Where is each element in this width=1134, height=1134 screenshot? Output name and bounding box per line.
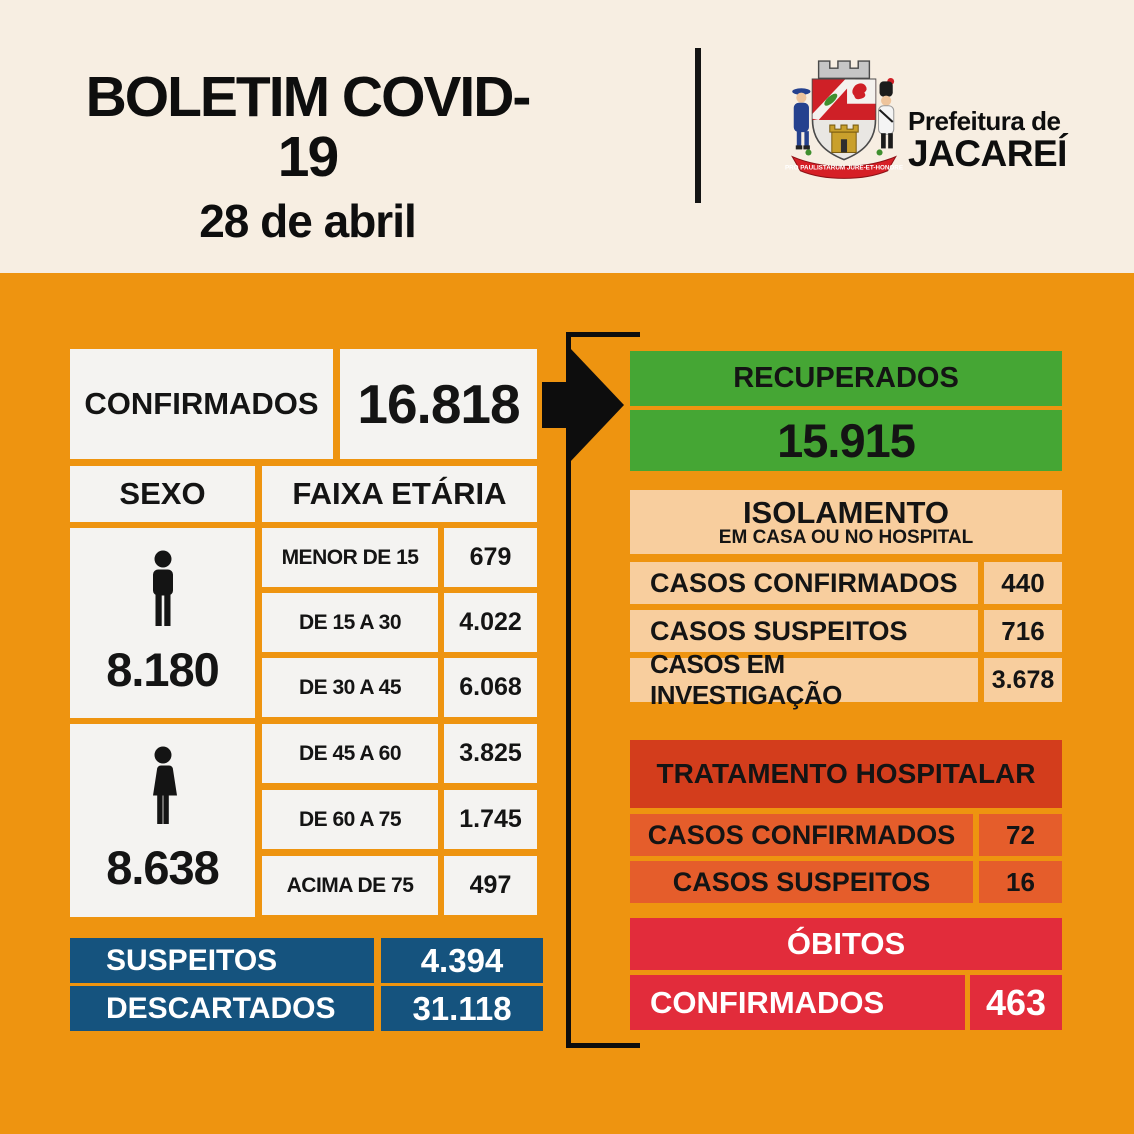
age-row-value: 679 bbox=[444, 528, 537, 587]
confirmed-value-box: 16.818 bbox=[340, 349, 537, 459]
age-row-value: 1.745 bbox=[444, 790, 537, 849]
sex-header-box: SEXO bbox=[70, 466, 255, 522]
flow-arrow-tail bbox=[542, 382, 574, 428]
age-row-label: DE 15 A 30 bbox=[262, 593, 438, 652]
discarded-value-box: 31.118 bbox=[381, 986, 543, 1031]
hospital-row-label: CASOS SUSPEITOS bbox=[630, 861, 973, 903]
recovered-value-box: 15.915 bbox=[630, 410, 1062, 471]
org-line1: Prefeitura de bbox=[908, 106, 1061, 136]
female-value: 8.638 bbox=[106, 841, 220, 894]
discarded-label-box: DESCARTADOS bbox=[70, 986, 374, 1031]
isolation-row-label: CASOS CONFIRMADOS bbox=[630, 562, 978, 604]
suspects-value-box: 4.394 bbox=[381, 938, 543, 983]
castle bbox=[829, 124, 859, 153]
right-supporter bbox=[878, 77, 895, 149]
age-row-label: DE 60 A 75 bbox=[262, 790, 438, 849]
isolation-subtitle: EM CASA OU NO HOSPITAL bbox=[718, 527, 974, 548]
suspects-label-box: SUSPEITOS bbox=[70, 938, 374, 983]
bracket-vertical-line bbox=[566, 332, 571, 1048]
isolation-row-value: 440 bbox=[984, 562, 1062, 604]
bulletin-title: BOLETIM COVID-19 bbox=[85, 65, 532, 189]
age-row-value: 6.068 bbox=[444, 658, 537, 717]
male-icon bbox=[152, 550, 173, 626]
isolation-row-value: 3.678 bbox=[984, 658, 1062, 702]
hospital-row-value: 72 bbox=[979, 814, 1062, 856]
confirmed-label-box: CONFIRMADOS bbox=[70, 349, 333, 459]
left-supporter bbox=[792, 88, 811, 150]
age-row-label: DE 45 A 60 bbox=[262, 724, 438, 783]
female-icon bbox=[152, 746, 177, 824]
age-row-label: MENOR DE 15 bbox=[262, 528, 438, 587]
org-name: Prefeitura de JACAREÍ bbox=[908, 106, 1067, 175]
bracket-top-cap bbox=[566, 332, 640, 337]
bulletin-date: 28 de abril bbox=[199, 194, 417, 247]
isolation-title: ISOLAMENTO bbox=[742, 495, 950, 530]
header: BOLETIM COVID-19 28 de abril bbox=[0, 0, 1134, 273]
bracket-bottom-cap bbox=[566, 1043, 640, 1048]
isolation-row-label: CASOS SUSPEITOS bbox=[630, 610, 978, 652]
male-total-box: 8.180 bbox=[70, 528, 255, 718]
title-block: BOLETIM COVID-19 28 de abril bbox=[70, 65, 545, 248]
male-value: 8.180 bbox=[106, 642, 220, 696]
hospital-row-label: CASOS CONFIRMADOS bbox=[630, 814, 973, 856]
deaths-row-value: 463 bbox=[970, 975, 1062, 1030]
header-divider bbox=[695, 48, 701, 203]
jacarei-coat-of-arms-icon: PRO PAULISTARUM JURE-ET-HONORE bbox=[785, 60, 903, 179]
age-row-label: ACIMA DE 75 bbox=[262, 856, 438, 915]
age-row-value: 3.825 bbox=[444, 724, 537, 783]
age-row-label: DE 30 A 45 bbox=[262, 658, 438, 717]
deaths-header-box: ÓBITOS bbox=[630, 918, 1062, 970]
female-total-box: 8.638 bbox=[70, 724, 255, 917]
deaths-row-label: CONFIRMADOS bbox=[630, 975, 965, 1030]
hospital-header-box: TRATAMENTO HOSPITALAR bbox=[630, 740, 1062, 808]
isolation-row-value: 716 bbox=[984, 610, 1062, 652]
isolation-row-label: CASOS EM INVESTIGAÇÃO bbox=[630, 649, 978, 710]
isolation-header-box: ISOLAMENTO EM CASA OU NO HOSPITAL bbox=[630, 490, 1062, 554]
age-row-value: 4.022 bbox=[444, 593, 537, 652]
age-header-box: FAIXA ETÁRIA bbox=[262, 466, 537, 522]
flow-arrow-icon bbox=[570, 348, 624, 462]
org-line2: JACAREÍ bbox=[908, 133, 1067, 175]
age-row-value: 497 bbox=[444, 856, 537, 915]
crest-motto: PRO PAULISTARUM JURE-ET-HONORE bbox=[785, 165, 903, 172]
recovered-header-box: RECUPERADOS bbox=[630, 351, 1062, 406]
hospital-row-value: 16 bbox=[979, 861, 1062, 903]
